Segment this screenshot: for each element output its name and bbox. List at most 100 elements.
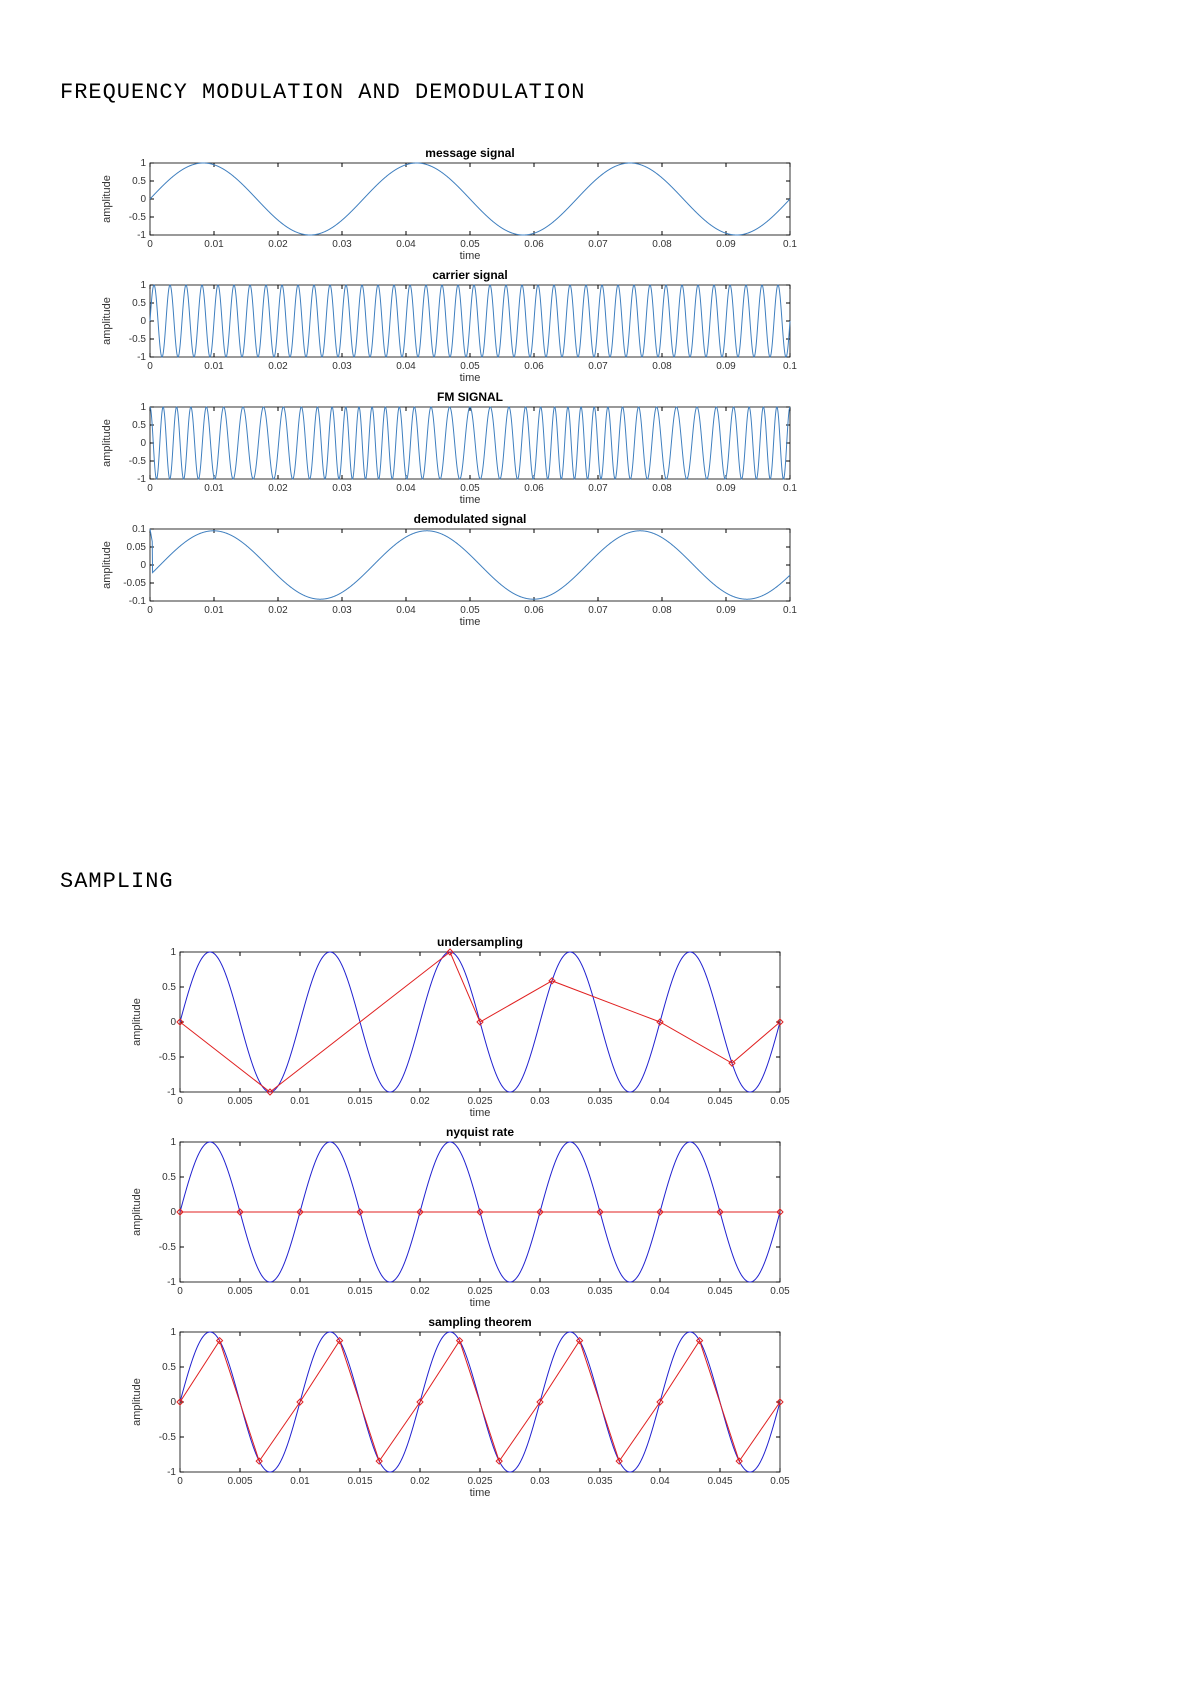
svg-text:0.5: 0.5 (162, 982, 176, 993)
svg-text:1: 1 (170, 1327, 176, 1338)
svg-text:0.09: 0.09 (716, 361, 736, 372)
svg-text:0.005: 0.005 (227, 1476, 252, 1487)
svg-text:0: 0 (170, 1207, 176, 1218)
svg-text:0.015: 0.015 (347, 1286, 372, 1297)
svg-text:0.02: 0.02 (268, 361, 288, 372)
svg-text:message signal: message signal (425, 146, 514, 160)
svg-text:time: time (460, 372, 481, 384)
svg-text:0.08: 0.08 (652, 361, 672, 372)
svg-text:0.02: 0.02 (410, 1476, 430, 1487)
svg-text:0.025: 0.025 (467, 1096, 492, 1107)
svg-text:0.02: 0.02 (410, 1096, 430, 1107)
svg-text:0: 0 (147, 605, 153, 616)
svg-text:-1: -1 (167, 1277, 176, 1288)
svg-text:0.07: 0.07 (588, 605, 608, 616)
svg-text:time: time (470, 1107, 491, 1119)
svg-text:1: 1 (140, 402, 146, 413)
svg-text:-0.5: -0.5 (129, 456, 147, 467)
svg-text:carrier signal: carrier signal (432, 268, 507, 282)
svg-text:-1: -1 (137, 230, 146, 241)
svg-text:1: 1 (140, 158, 146, 169)
svg-text:0.04: 0.04 (650, 1096, 670, 1107)
svg-text:0.5: 0.5 (162, 1172, 176, 1183)
svg-text:0.1: 0.1 (783, 361, 797, 372)
svg-text:0.04: 0.04 (396, 483, 416, 494)
svg-text:0.06: 0.06 (524, 361, 544, 372)
svg-text:0: 0 (170, 1397, 176, 1408)
svg-text:0: 0 (170, 1017, 176, 1028)
svg-text:0.05: 0.05 (127, 542, 147, 553)
svg-text:0.035: 0.035 (587, 1286, 612, 1297)
svg-text:0.045: 0.045 (707, 1476, 732, 1487)
sampling-plots-svg: undersampling-1-0.500.5100.0050.010.0150… (100, 924, 800, 1510)
svg-text:0.04: 0.04 (396, 605, 416, 616)
svg-text:0.05: 0.05 (770, 1286, 790, 1297)
svg-text:amplitude: amplitude (101, 541, 113, 589)
svg-text:-0.5: -0.5 (129, 212, 147, 223)
svg-text:0.5: 0.5 (162, 1362, 176, 1373)
svg-text:0.06: 0.06 (524, 483, 544, 494)
svg-text:0.1: 0.1 (783, 605, 797, 616)
svg-text:time: time (460, 616, 481, 628)
svg-text:0.03: 0.03 (332, 605, 352, 616)
svg-text:0.06: 0.06 (524, 239, 544, 250)
svg-text:time: time (470, 1487, 491, 1499)
svg-text:0: 0 (177, 1476, 183, 1487)
svg-text:0.01: 0.01 (290, 1476, 310, 1487)
svg-text:0.5: 0.5 (132, 420, 146, 431)
svg-text:0.04: 0.04 (396, 361, 416, 372)
svg-text:1: 1 (170, 1137, 176, 1148)
svg-text:0: 0 (147, 361, 153, 372)
svg-text:0.07: 0.07 (588, 361, 608, 372)
svg-text:0.03: 0.03 (332, 483, 352, 494)
svg-text:0.1: 0.1 (783, 483, 797, 494)
svg-text:0.05: 0.05 (460, 483, 480, 494)
svg-text:0: 0 (147, 239, 153, 250)
svg-text:demodulated signal: demodulated signal (414, 512, 527, 526)
svg-text:-1: -1 (167, 1467, 176, 1478)
svg-text:amplitude: amplitude (101, 419, 113, 467)
section-title-sampling: SAMPLING (60, 869, 1140, 894)
svg-text:0.5: 0.5 (132, 176, 146, 187)
svg-text:0.05: 0.05 (460, 605, 480, 616)
svg-text:0.045: 0.045 (707, 1096, 732, 1107)
svg-text:0.09: 0.09 (716, 239, 736, 250)
svg-text:0.02: 0.02 (268, 239, 288, 250)
svg-text:0.09: 0.09 (716, 483, 736, 494)
svg-text:0: 0 (140, 560, 146, 571)
svg-text:1: 1 (170, 947, 176, 958)
svg-text:0.02: 0.02 (268, 605, 288, 616)
svg-text:0.025: 0.025 (467, 1476, 492, 1487)
svg-text:0.035: 0.035 (587, 1096, 612, 1107)
svg-text:0.07: 0.07 (588, 483, 608, 494)
svg-text:1: 1 (140, 280, 146, 291)
svg-text:0.09: 0.09 (716, 605, 736, 616)
svg-text:0.01: 0.01 (204, 361, 224, 372)
svg-text:amplitude: amplitude (131, 1188, 143, 1236)
svg-text:0.07: 0.07 (588, 239, 608, 250)
svg-text:FM SIGNAL: FM SIGNAL (437, 390, 503, 404)
svg-text:-1: -1 (167, 1087, 176, 1098)
svg-text:0: 0 (140, 316, 146, 327)
svg-text:0.015: 0.015 (347, 1096, 372, 1107)
svg-text:undersampling: undersampling (437, 935, 523, 949)
svg-text:0: 0 (147, 483, 153, 494)
svg-text:0.025: 0.025 (467, 1286, 492, 1297)
svg-text:0: 0 (140, 438, 146, 449)
svg-text:0.08: 0.08 (652, 239, 672, 250)
svg-text:0.02: 0.02 (268, 483, 288, 494)
svg-text:0.04: 0.04 (396, 239, 416, 250)
svg-text:amplitude: amplitude (101, 297, 113, 345)
svg-text:-0.05: -0.05 (123, 578, 146, 589)
svg-text:-1: -1 (137, 474, 146, 485)
svg-text:0.01: 0.01 (204, 239, 224, 250)
svg-text:0.01: 0.01 (290, 1286, 310, 1297)
svg-text:0.03: 0.03 (530, 1096, 550, 1107)
svg-text:0.005: 0.005 (227, 1096, 252, 1107)
svg-text:time: time (460, 494, 481, 506)
svg-text:0.05: 0.05 (460, 239, 480, 250)
section-title-fm: FREQUENCY MODULATION AND DEMODULATION (60, 80, 1140, 105)
svg-text:0.01: 0.01 (204, 483, 224, 494)
svg-text:0.005: 0.005 (227, 1286, 252, 1297)
svg-text:0.03: 0.03 (530, 1476, 550, 1487)
